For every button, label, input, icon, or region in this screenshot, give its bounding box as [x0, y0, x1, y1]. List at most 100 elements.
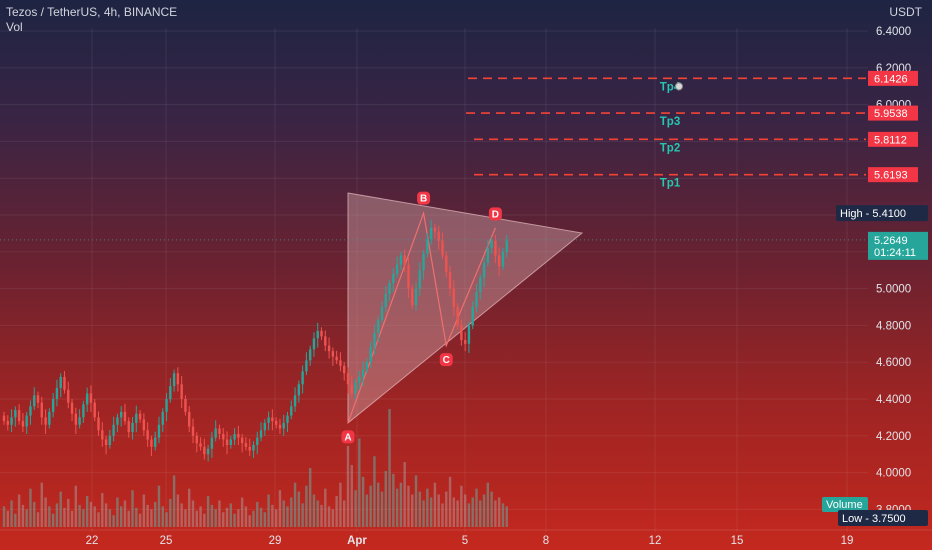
- volume-bar: [157, 485, 161, 527]
- candle-body: [40, 402, 43, 418]
- candle-body: [248, 446, 251, 451]
- volume-bar: [505, 506, 508, 527]
- volume-bar: [369, 485, 372, 527]
- candle-body: [395, 264, 399, 274]
- volume-bar: [233, 513, 236, 527]
- candle-body: [6, 421, 9, 425]
- volume-bar: [127, 510, 130, 527]
- volume-tag: Volume: [822, 497, 868, 512]
- candle-body: [25, 415, 28, 427]
- volume-bar: [259, 507, 263, 527]
- candle-body: [463, 340, 467, 344]
- volume-bar: [486, 482, 490, 527]
- volume-bar: [479, 500, 482, 527]
- candle-body: [403, 255, 406, 265]
- volume-bar: [138, 513, 142, 527]
- volume-bar: [358, 438, 361, 527]
- candle-body: [214, 428, 217, 438]
- pattern-point-marker: [488, 207, 502, 221]
- volume-bar: [490, 491, 493, 527]
- candle-body: [188, 411, 191, 427]
- candle-body: [51, 399, 55, 412]
- volume-bar: [290, 497, 293, 527]
- candle-body: [222, 433, 225, 440]
- candle-body: [460, 325, 463, 341]
- candle-body: [263, 422, 267, 431]
- candle-body: [244, 443, 248, 447]
- candle-body: [119, 411, 123, 418]
- low-tag-text: Low - 3.7500: [842, 513, 906, 525]
- volume-bar: [70, 510, 74, 527]
- candle-body: [184, 399, 187, 412]
- volume-bar: [497, 497, 501, 527]
- volume-bar: [429, 497, 433, 527]
- triangle-area: [347, 192, 584, 424]
- volume-bar: [475, 488, 478, 527]
- volume-bar: [74, 485, 78, 527]
- volume-bar: [199, 506, 202, 527]
- candle-body: [282, 422, 285, 429]
- volume-bar: [142, 494, 146, 527]
- target-price-tag-text: 5.6193: [874, 170, 908, 182]
- candle-body: [59, 376, 62, 388]
- countdown-value: 01:24:11: [874, 247, 916, 259]
- time-tick-label: 5: [462, 535, 468, 547]
- candle-body: [67, 389, 70, 403]
- low-tag-bg: [838, 510, 928, 526]
- candle-body: [290, 406, 293, 416]
- target-price-tag-bg: [868, 167, 918, 183]
- candle-body: [316, 330, 319, 339]
- volume-bar: [407, 485, 410, 527]
- chart-title: Tezos / TetherUS, 4h, BINANCE: [6, 5, 178, 19]
- candle-body: [301, 371, 304, 385]
- candle-body: [320, 330, 323, 337]
- candle-body: [350, 384, 353, 394]
- volume-bar: [346, 445, 350, 527]
- volume-indicator-label: Vol: [6, 20, 23, 34]
- volume-bar: [365, 494, 369, 527]
- volume-bar: [471, 497, 474, 527]
- target-marker-dot: [675, 82, 683, 91]
- candle-body: [180, 384, 183, 399]
- volume-bar: [225, 507, 229, 527]
- candle-body: [2, 415, 6, 422]
- candle-body: [199, 443, 202, 447]
- volume-bar: [339, 482, 342, 527]
- target-price-tag-text: 5.8112: [874, 134, 907, 146]
- volume-bar: [452, 497, 456, 527]
- candle-body: [312, 338, 316, 350]
- volume-bar: [244, 506, 248, 527]
- target-price-tag-bg: [868, 70, 918, 86]
- target-price-tag: 5.8112: [868, 131, 918, 147]
- volume-bar: [460, 485, 463, 527]
- volume-bar: [448, 476, 452, 527]
- candle-body: [399, 255, 403, 265]
- candle-body: [286, 415, 289, 423]
- candle-body: [55, 387, 59, 399]
- pattern-point-c: C: [439, 353, 453, 367]
- volume-bar: [218, 500, 221, 527]
- volume-bar: [222, 512, 225, 527]
- pattern-point-a: A: [341, 430, 355, 444]
- candle-body: [108, 435, 112, 445]
- volume-bar: [10, 500, 13, 527]
- candle-body: [490, 240, 493, 249]
- volume-bar: [327, 506, 331, 527]
- volume-bar: [343, 500, 346, 527]
- volume-bar: [51, 513, 55, 527]
- volume-bar: [274, 509, 278, 527]
- candle-body: [146, 430, 149, 440]
- time-tick-label: 25: [160, 535, 173, 547]
- candle-body: [358, 376, 361, 383]
- candle-body: [44, 417, 47, 425]
- time-tick-label: 12: [649, 535, 662, 547]
- pattern-point-marker: [417, 191, 431, 205]
- volume-bar: [456, 500, 459, 527]
- volume-bar: [267, 494, 270, 527]
- volume-tag-text: Volume: [826, 499, 863, 511]
- volume-bar: [165, 512, 168, 527]
- price-tick-label: 4.0000: [876, 468, 911, 480]
- candle-body: [501, 251, 505, 267]
